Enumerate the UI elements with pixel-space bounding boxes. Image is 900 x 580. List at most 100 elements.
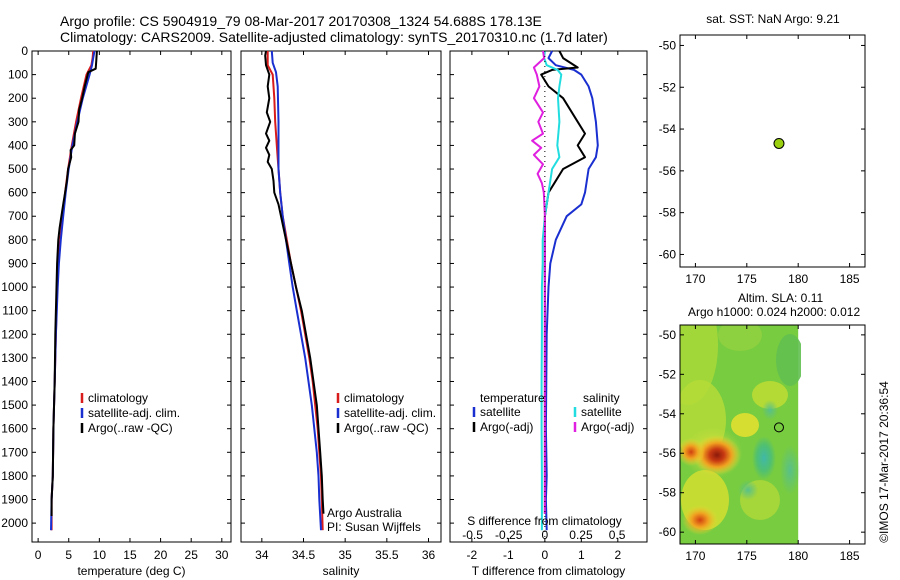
temperature-xtick-label: 25 bbox=[185, 548, 199, 562]
map_sst-xtick-label: 185 bbox=[840, 272, 860, 286]
difference-series-argo-adj-temperature bbox=[540, 50, 586, 514]
salinity-xtick-label: 34.5 bbox=[292, 548, 316, 562]
depth-tick-label: 700 bbox=[8, 209, 28, 223]
difference-axes-frame bbox=[449, 50, 648, 543]
difference-xlabel-salinity: S difference from climatology bbox=[467, 514, 622, 528]
map-sst-title: sat. SST: NaN Argo: 9.21 bbox=[706, 12, 840, 26]
difference-xtick2-label: 0 bbox=[542, 528, 549, 542]
sla-heatmap-cell bbox=[762, 400, 778, 420]
salinity-legend-label: satellite-adj. clim. bbox=[344, 406, 436, 420]
difference-xtick-label: 1 bbox=[578, 548, 585, 562]
salinity-xtick-label: 36 bbox=[422, 548, 436, 562]
difference-xtick2-label: 0.5 bbox=[609, 528, 626, 542]
depth-tick-label: 400 bbox=[8, 138, 28, 152]
temperature-axes-frame bbox=[31, 50, 232, 543]
temperature-legend-label: Argo(..raw -QC) bbox=[88, 421, 173, 435]
difference-xlabel: T difference from climatology bbox=[472, 564, 626, 578]
depth-tick-label: 1500 bbox=[1, 398, 28, 412]
difference-salinity-legend-label: Argo(-adj) bbox=[581, 420, 634, 434]
temperature-xtick-label: 10 bbox=[93, 548, 107, 562]
map_sst-ytick-label: -52 bbox=[659, 80, 677, 94]
difference-xtick2-label: -0.5 bbox=[462, 528, 483, 542]
depth-tick-label: 500 bbox=[8, 162, 28, 176]
salinity-annotation-institution: Argo Australia bbox=[327, 506, 402, 520]
difference-temperature-legend-label: satellite bbox=[480, 405, 521, 419]
difference-legend-title-temperature: temperature bbox=[480, 391, 545, 405]
salinity-axes-frame bbox=[240, 50, 442, 543]
map_sst-ytick-label: -60 bbox=[659, 247, 677, 261]
map-sst-argo-float-marker bbox=[773, 137, 785, 149]
difference-series-argo-adj-salinity bbox=[531, 50, 546, 514]
salinity-xtick-label: 35.5 bbox=[375, 548, 399, 562]
difference-xtick-label: -1 bbox=[503, 548, 514, 562]
sla-heatmap-field bbox=[680, 325, 801, 544]
figure-title-line-2: Climatology: CARS2009. Satellite-adjuste… bbox=[60, 29, 608, 45]
salinity-series-satellite-adj-clim bbox=[270, 50, 322, 531]
temperature-xtick-label: 0 bbox=[35, 548, 42, 562]
map_sst-ytick-label: -54 bbox=[659, 122, 677, 136]
temperature-series-satellite-adj-clim bbox=[50, 50, 96, 531]
difference-xtick2-label: 0.25 bbox=[569, 528, 593, 542]
difference-temperature-legend-label: Argo(-adj) bbox=[480, 420, 533, 434]
difference-xtick2-label: -0.25 bbox=[495, 528, 523, 542]
depth-tick-label: 600 bbox=[8, 186, 28, 200]
depth-tick-label: 900 bbox=[8, 256, 28, 270]
map_sla-xtick-label: 175 bbox=[737, 549, 757, 563]
sla-heatmap-cell bbox=[780, 445, 800, 495]
map_sst-axes-frame bbox=[679, 34, 866, 268]
map_sla-axes-frame bbox=[679, 324, 866, 545]
difference-series-satellite-temperature bbox=[544, 50, 599, 531]
depth-tick-label: 1300 bbox=[1, 351, 28, 365]
depth-tick-label: 200 bbox=[8, 91, 28, 105]
sla-heatmap-cell bbox=[738, 480, 758, 500]
figure-title-line-1: Argo profile: CS 5904919_79 08-Mar-2017 … bbox=[60, 13, 542, 29]
map_sla-ytick-label: -60 bbox=[659, 525, 677, 539]
difference-legend-title-salinity: salinity bbox=[583, 391, 620, 405]
sla-heatmap-cell bbox=[752, 436, 776, 480]
depth-tick-label: 300 bbox=[8, 115, 28, 129]
salinity-annotation-pi: PI: Susan Wijffels bbox=[327, 520, 421, 534]
salinity-xlabel: salinity bbox=[323, 564, 360, 578]
difference-xtick-label: 2 bbox=[614, 548, 621, 562]
map_sla-xtick-label: 185 bbox=[840, 549, 860, 563]
sla-heatmap-cell bbox=[682, 505, 718, 535]
depth-tick-label: 1800 bbox=[1, 469, 28, 483]
sla-heatmap-cell bbox=[752, 381, 788, 409]
depth-tick-label: 100 bbox=[8, 68, 28, 82]
difference-xtick-label: -2 bbox=[467, 548, 478, 562]
map_sla-ytick-label: -56 bbox=[659, 446, 677, 460]
salinity-legend-label: Argo(..raw -QC) bbox=[344, 421, 429, 435]
salinity-legend-label: climatology bbox=[344, 391, 404, 405]
credit-label: ©IMOS 17-Mar-2017 20:36:54 bbox=[877, 381, 891, 543]
depth-tick-label: 1100 bbox=[2, 304, 28, 318]
salinity-xtick-label: 34 bbox=[255, 548, 269, 562]
temperature-xtick-label: 15 bbox=[123, 548, 137, 562]
difference-xtick-label: 0 bbox=[542, 548, 549, 562]
temperature-xtick-label: 20 bbox=[154, 548, 168, 562]
map-sla-argo-float-marker bbox=[773, 422, 784, 433]
map_sst-xtick-label: 180 bbox=[788, 272, 808, 286]
map_sst-ytick-label: -50 bbox=[659, 38, 677, 52]
depth-tick-label: 2000 bbox=[1, 516, 28, 530]
map_sla-xtick-label: 170 bbox=[685, 549, 705, 563]
map_sst-xtick-label: 175 bbox=[737, 272, 757, 286]
difference-series-satellite-salinity bbox=[540, 50, 563, 531]
sla-heatmap-cell bbox=[731, 413, 759, 437]
depth-tick-label: 1200 bbox=[1, 327, 28, 341]
map_sla-xtick-label: 180 bbox=[788, 549, 808, 563]
depth-tick-label: 800 bbox=[8, 233, 28, 247]
sla-heatmap-cell bbox=[776, 334, 801, 386]
sla-heatmap-cell bbox=[718, 325, 762, 351]
depth-tick-label: 0 bbox=[21, 44, 28, 58]
depth-tick-label: 1600 bbox=[1, 422, 28, 436]
temperature-legend-label: satellite-adj. clim. bbox=[88, 406, 180, 420]
depth-tick-label: 1400 bbox=[1, 374, 28, 388]
temperature-legend-label: climatology bbox=[88, 391, 148, 405]
depth-tick-label: 1900 bbox=[1, 493, 28, 507]
depth-tick-label: 1000 bbox=[1, 280, 28, 294]
temperature-series-argo-raw-qc bbox=[50, 50, 98, 516]
salinity-xtick-label: 35 bbox=[338, 548, 352, 562]
map_sla-ytick-label: -50 bbox=[659, 328, 677, 342]
map_sla-ytick-label: -54 bbox=[659, 407, 677, 421]
